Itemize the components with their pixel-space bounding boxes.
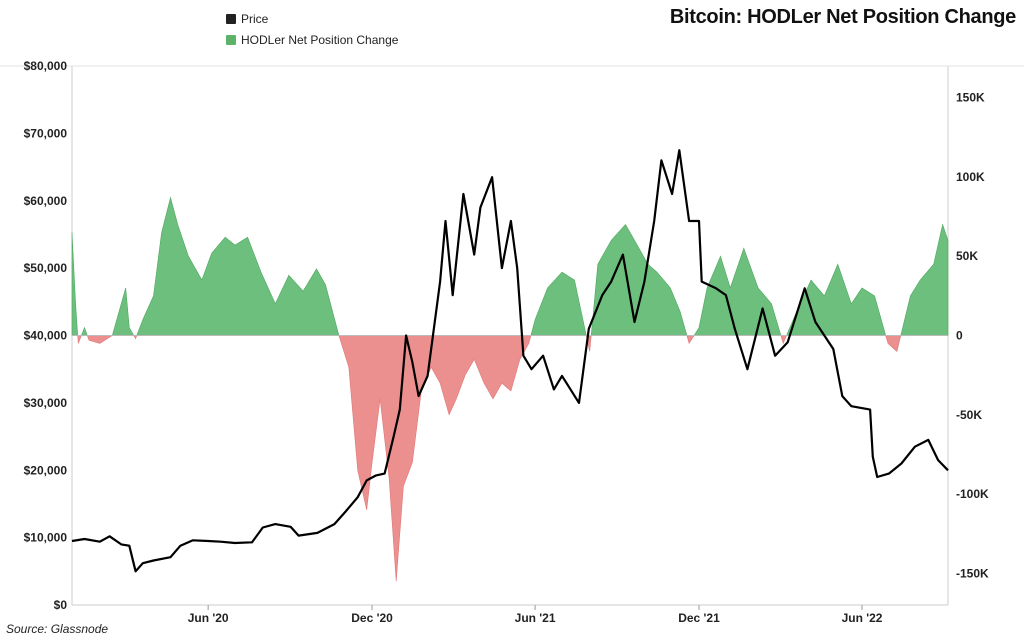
hodler-area-negative [72, 335, 948, 582]
y-tick-left-label: $30,000 [24, 396, 68, 410]
x-tick-label: Dec '21 [678, 611, 720, 625]
y-tick-left-label: $60,000 [24, 194, 68, 208]
chart-title: Bitcoin: HODLer Net Position Change [669, 6, 1016, 28]
y-tick-right-label: 0 [956, 329, 963, 343]
y-tick-right-label: 150K [956, 91, 985, 105]
y-tick-left-label: $10,000 [24, 531, 68, 545]
legend-swatch-hodler [226, 34, 236, 45]
x-tick-label: Jun '20 [188, 611, 229, 625]
y-tick-right-label: -100K [956, 487, 989, 501]
y-tick-right-label: -50K [956, 408, 982, 422]
price-line [71, 149, 949, 573]
y-tick-left-label: $50,000 [24, 261, 68, 275]
legend-item-hodler[interactable]: HODLer Net Position Change [226, 29, 398, 50]
y-tick-left-label: $0 [54, 598, 68, 612]
y-tick-left-label: $40,000 [24, 329, 68, 343]
chart-legend: Price HODLer Net Position Change [226, 8, 398, 50]
hodler-area-positive [71, 196, 949, 336]
legend-item-price[interactable]: Price [226, 8, 398, 29]
source-note: Source: Glassnode [6, 622, 109, 636]
x-tick-label: Dec '20 [351, 611, 393, 625]
y-tick-left-label: $20,000 [24, 463, 68, 477]
x-tick-label: Jun '21 [515, 611, 556, 625]
y-tick-left-label: $80,000 [24, 59, 68, 73]
y-tick-right-label: 100K [956, 170, 985, 184]
y-tick-right-label: -150K [956, 566, 989, 580]
x-tick-label: Jun '22 [842, 611, 883, 625]
legend-swatch-price [226, 13, 236, 24]
y-tick-right-label: 50K [956, 249, 978, 263]
y-tick-left-label: $70,000 [24, 126, 68, 140]
legend-label-price: Price [241, 11, 269, 26]
legend-label-hodler: HODLer Net Position Change [241, 32, 399, 47]
